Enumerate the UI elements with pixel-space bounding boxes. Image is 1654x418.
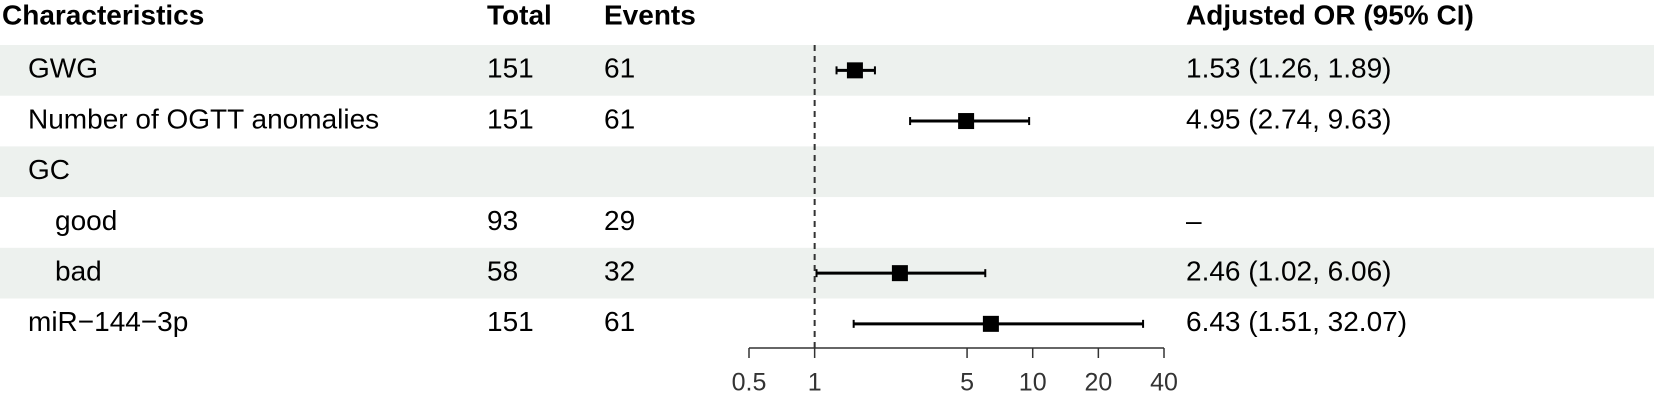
estimate-label: 6.43 (1.51, 32.07) — [1186, 306, 1407, 337]
x-tick-label: 40 — [1150, 369, 1178, 397]
row-label: bad — [55, 256, 102, 287]
estimate-label: 1.53 (1.26, 1.89) — [1186, 53, 1391, 84]
total-cell: 151 — [487, 306, 534, 337]
events-cell: 32 — [604, 256, 635, 287]
estimate-label: – — [1186, 205, 1202, 236]
header-estimate: Adjusted OR (95% CI) — [1186, 0, 1474, 30]
x-tick-label: 10 — [1019, 369, 1047, 397]
row-label: good — [55, 205, 117, 236]
events-cell: 61 — [604, 53, 635, 84]
row-label: miR−144−3p — [28, 306, 188, 337]
row-label: GC — [28, 154, 70, 185]
row-shade — [0, 45, 1654, 96]
x-tick-label: 1 — [808, 369, 822, 397]
total-cell: 93 — [487, 205, 518, 236]
row-shade — [0, 146, 1654, 198]
estimate-square — [982, 315, 999, 332]
total-cell: 58 — [487, 256, 518, 287]
events-cell: 61 — [604, 103, 635, 134]
estimate-square — [846, 62, 863, 79]
row-label: Number of OGTT anomalies — [28, 103, 379, 134]
header-events: Events — [604, 0, 696, 30]
x-tick-label: 20 — [1084, 369, 1112, 397]
x-tick-label: 0.5 — [732, 369, 767, 397]
total-cell: 151 — [487, 103, 534, 134]
events-cell: 61 — [604, 306, 635, 337]
estimate-label: 4.95 (2.74, 9.63) — [1186, 103, 1391, 134]
x-tick-label: 5 — [960, 369, 974, 397]
events-cell: 29 — [604, 205, 635, 236]
estimate-square — [891, 265, 908, 282]
row-label: GWG — [28, 53, 98, 84]
header-label: Characteristics — [2, 0, 204, 30]
estimate-square — [958, 113, 975, 130]
header-total: Total — [487, 0, 552, 30]
total-cell: 151 — [487, 53, 534, 84]
estimate-label: 2.46 (1.02, 6.06) — [1186, 256, 1391, 287]
